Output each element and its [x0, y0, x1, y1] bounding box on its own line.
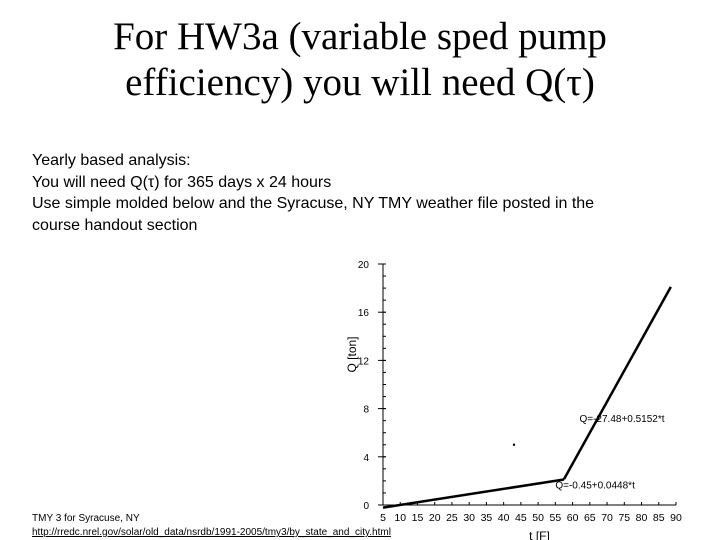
x-tick-label: 90 — [670, 512, 682, 524]
footnote-text: TMY 3 for Syracuse, NY — [32, 513, 140, 524]
x-tick-label: 75 — [618, 512, 630, 524]
x-tick-label: 5 — [380, 512, 386, 524]
x-tick-label: 50 — [532, 512, 544, 524]
body-line: Use simple molded below and the Syracuse… — [32, 195, 595, 212]
y-tick-label: 16 — [358, 308, 370, 319]
x-tick-label: 60 — [567, 512, 579, 524]
y-tick-label: 8 — [363, 405, 369, 416]
x-tick-label: 45 — [515, 512, 527, 524]
slide-title: For HW3a (variable sped pump efficiency)… — [0, 14, 720, 106]
x-tick-label: 80 — [636, 512, 648, 524]
slide-title-line: For HW3a (variable sped pump — [113, 15, 607, 58]
body-line: course handout section — [32, 216, 198, 234]
x-tick-label: 40 — [498, 512, 510, 524]
data-point — [512, 443, 516, 446]
y-axis-label: Q [ton] — [345, 336, 359, 372]
y-tick-label: 4 — [363, 453, 369, 464]
body-line: You will need Q(τ) for 365 days x 24 hou… — [32, 173, 332, 191]
x-axis-label: t [F] — [529, 529, 550, 540]
x-tick-label: 55 — [550, 512, 562, 524]
x-tick-label: 85 — [653, 512, 665, 524]
x-tick-label: 35 — [481, 512, 493, 524]
x-tick-label: 20 — [429, 512, 441, 524]
body-line: Yearly based analysis: — [32, 152, 191, 169]
slide-body: Yearly based analysis: You will need Q(τ… — [32, 150, 692, 236]
y-tick-label: 20 — [358, 260, 370, 271]
footnote-link[interactable]: http://rredc.nrel.gov/solar/old_data/nsr… — [32, 527, 391, 538]
series-line — [382, 478, 565, 509]
footnote: TMY 3 for Syracuse, NY http://rredc.nrel… — [32, 512, 391, 540]
x-tick-label: 25 — [446, 512, 458, 524]
x-tick-label: 70 — [601, 512, 613, 524]
y-tick-label: 0 — [363, 501, 369, 512]
x-tick-label: 30 — [463, 512, 475, 524]
y-tick-label: 12 — [358, 356, 370, 367]
equation-label: Q=-27.48+0.5152*t — [579, 414, 664, 425]
x-tick-label: 65 — [584, 512, 596, 524]
series-line — [562, 286, 672, 480]
equation-label: Q=-0.45+0.0448*t — [555, 481, 635, 492]
x-tick-label: 15 — [412, 512, 424, 524]
slide-title-line: efficiency) you will need Q(τ) — [125, 61, 595, 104]
x-tick-label: 10 — [394, 512, 406, 524]
